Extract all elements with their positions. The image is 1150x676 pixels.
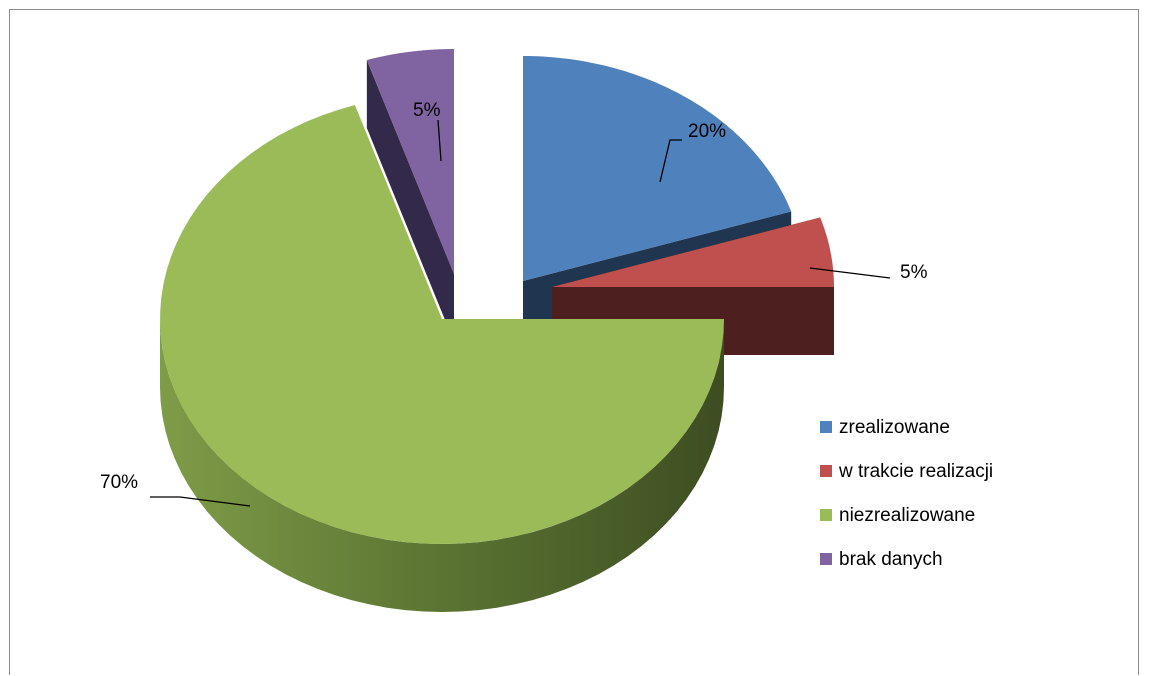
legend-swatch: [820, 465, 832, 477]
legend-item: zrealizowane: [820, 417, 950, 438]
leader-line: [437, 119, 442, 162]
legend-item: w trakcie realizacji: [820, 461, 993, 482]
data-label-group: 5%: [809, 262, 928, 283]
legend-swatch: [820, 421, 832, 433]
pie-slice-top: [552, 217, 834, 287]
data-label-group: 5%: [413, 100, 442, 162]
pie-slice-top: [523, 56, 792, 281]
leader-line: [150, 496, 251, 507]
legend-label: brak danych: [839, 549, 943, 570]
pie-slice-top: [160, 105, 725, 544]
data-label: 5%: [413, 100, 441, 121]
legend-label: w trakcie realizacji: [838, 461, 993, 482]
legend-label: zrealizowane: [839, 417, 950, 438]
leader-line: [659, 139, 682, 183]
pie-slice-cut-face: [366, 60, 454, 343]
data-label: 70%: [100, 472, 138, 493]
pie-slice-niezrealizowane: [160, 105, 725, 612]
pie-slice-side: [160, 319, 724, 612]
legend: zrealizowane w trakcie realizacji niezreal…: [820, 417, 993, 570]
pie-slice-top: [366, 49, 454, 274]
legend-label: niezrealizowane: [839, 505, 975, 526]
chart-area: 20% 5% 70% 5% zrealizowane w trakcie realiza…: [9, 9, 1139, 675]
data-label: 5%: [900, 262, 928, 283]
legend-swatch: [820, 553, 832, 565]
legend-swatch: [820, 509, 832, 521]
data-label-group: 20%: [659, 121, 726, 183]
legend-item: brak danych: [820, 549, 943, 570]
legend-item: niezrealizowane: [820, 505, 975, 526]
data-label-group: 70%: [100, 472, 251, 507]
pie-slice-brak-danych: [366, 49, 454, 343]
pie-chart: 20% 5% 70% 5% zrealizowane w trakcie realiza…: [100, 49, 993, 612]
data-label: 20%: [688, 121, 726, 142]
leader-line: [809, 267, 891, 279]
